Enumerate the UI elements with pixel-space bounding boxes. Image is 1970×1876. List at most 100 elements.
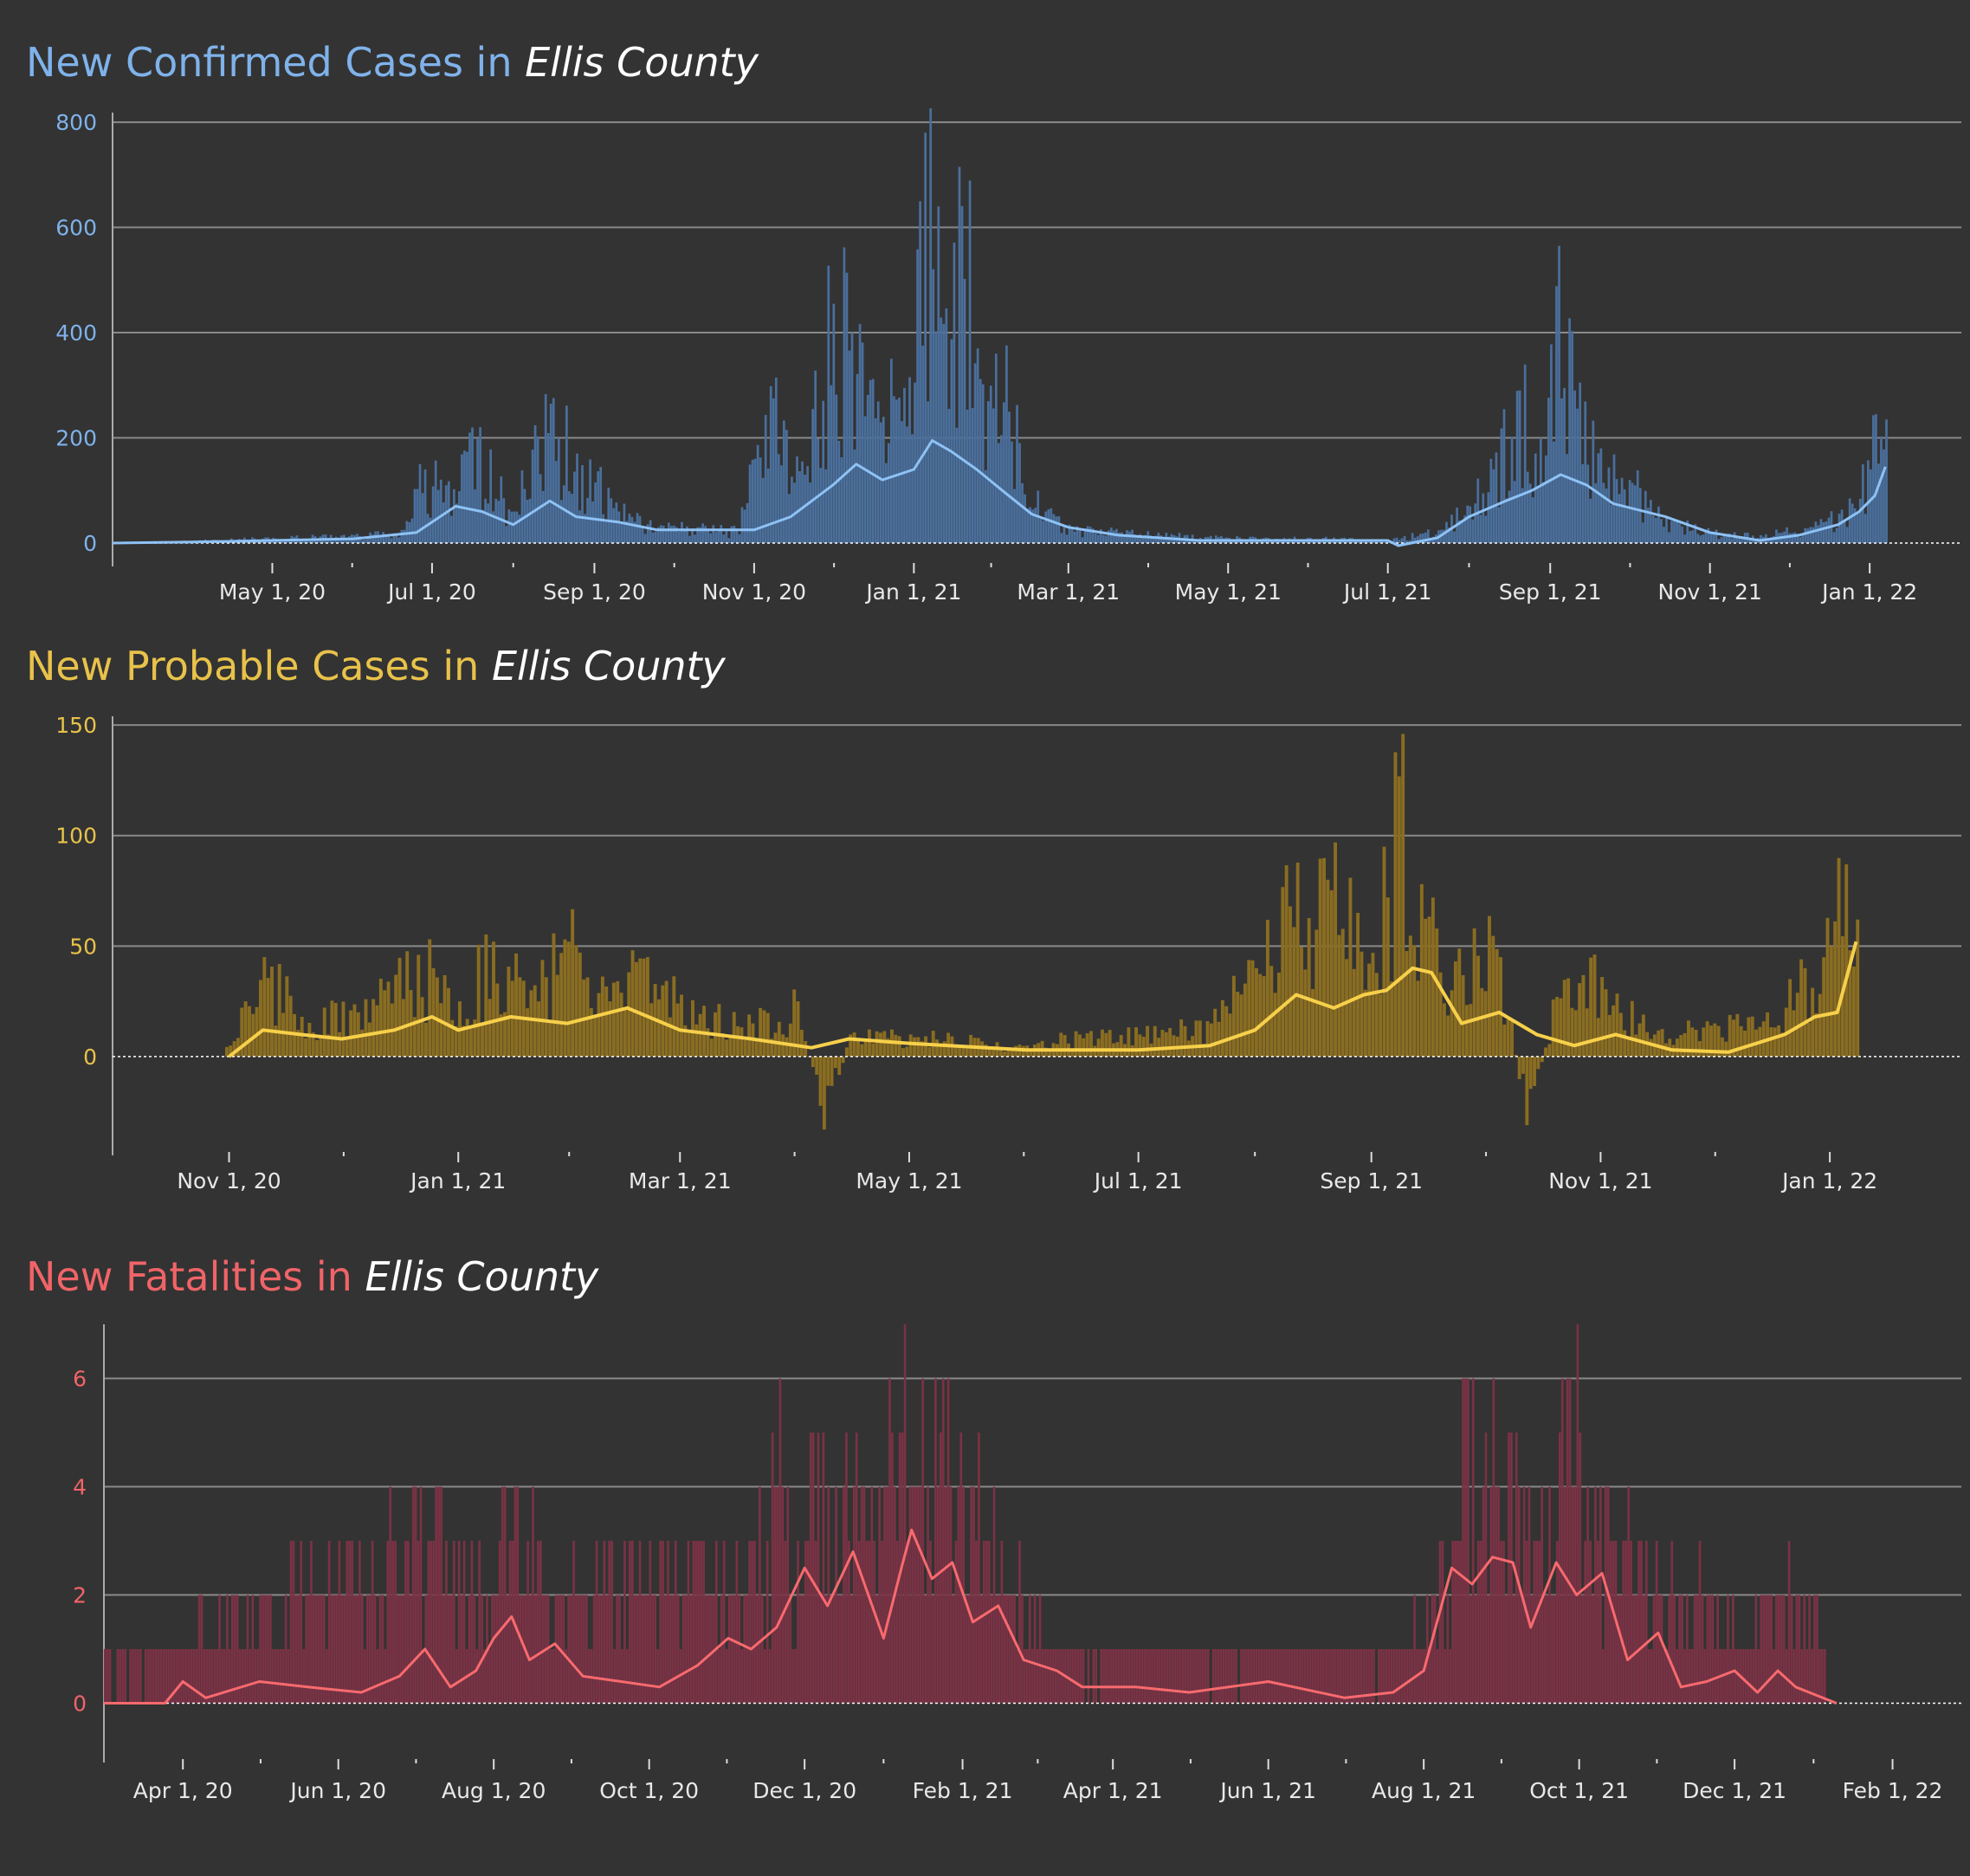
daily-bar <box>1698 1041 1702 1057</box>
daily-bar <box>1803 1595 1806 1704</box>
daily-bar <box>1489 458 1493 543</box>
daily-bar <box>811 1433 815 1704</box>
daily-bar <box>462 1025 466 1057</box>
daily-bar <box>584 514 586 543</box>
daily-bar <box>503 1486 507 1704</box>
daily-bar <box>791 1649 794 1704</box>
daily-bar <box>1875 414 1877 543</box>
daily-bar <box>835 394 838 543</box>
daily-bar <box>149 1649 152 1704</box>
daily-bar <box>1754 1595 1758 1704</box>
daily-bar <box>765 1012 770 1057</box>
daily-bar <box>1400 538 1404 543</box>
daily-bar <box>1625 508 1629 543</box>
daily-bar <box>422 1649 425 1704</box>
daily-bar <box>1074 1031 1078 1057</box>
daily-bar <box>1013 1595 1016 1704</box>
daily-bar <box>1576 1324 1579 1704</box>
daily-bar <box>1491 935 1495 1057</box>
daily-bar <box>332 538 335 543</box>
daily-bar <box>871 378 875 543</box>
daily-bar <box>526 500 529 543</box>
daily-bar <box>315 1595 318 1704</box>
daily-bar <box>330 1000 334 1057</box>
daily-bar <box>886 1486 888 1704</box>
daily-bar <box>1096 534 1100 543</box>
daily-bar <box>1405 540 1409 543</box>
daily-bar <box>1346 540 1348 543</box>
daily-bar <box>269 540 273 543</box>
daily-bar <box>612 508 616 543</box>
daily-bar <box>300 539 304 543</box>
daily-bar <box>1352 1649 1355 1704</box>
daily-bar <box>379 535 383 543</box>
daily-bar <box>643 534 647 543</box>
daily-bar <box>929 108 933 543</box>
daily-bar <box>1495 1486 1498 1704</box>
daily-bar <box>353 1595 356 1704</box>
daily-bar <box>1586 1486 1589 1704</box>
daily-bar <box>1739 1025 1743 1057</box>
daily-bar <box>356 1595 358 1704</box>
daily-bar <box>689 1595 693 1704</box>
daily-bar <box>479 427 481 543</box>
daily-bar <box>882 1031 887 1057</box>
daily-bar <box>1597 1541 1599 1704</box>
daily-bar <box>1528 1486 1531 1704</box>
daily-bar <box>1540 1056 1544 1063</box>
daily-bar <box>474 489 476 543</box>
daily-bar <box>972 1486 975 1704</box>
daily-bar <box>1418 534 1422 543</box>
daily-bar <box>1553 1595 1556 1704</box>
daily-bar <box>740 507 744 543</box>
daily-bar <box>929 1541 932 1704</box>
daily-bar <box>341 1001 346 1057</box>
daily-bar <box>376 1649 379 1704</box>
daily-bar <box>1469 1595 1472 1704</box>
daily-bar <box>1540 1486 1544 1704</box>
daily-bar <box>1543 1595 1546 1704</box>
daily-bar <box>1573 1010 1578 1057</box>
daily-bar <box>322 1007 326 1057</box>
daily-bar <box>740 1649 744 1704</box>
daily-bar <box>1675 1038 1679 1057</box>
daily-bar <box>1624 1541 1628 1704</box>
daily-bar <box>893 396 895 543</box>
daily-bar <box>1505 1595 1508 1704</box>
daily-bar <box>1353 540 1356 543</box>
daily-bar <box>1398 540 1401 543</box>
daily-bar <box>1678 1595 1681 1704</box>
daily-bar <box>1029 507 1031 543</box>
daily-bar <box>1039 518 1043 543</box>
daily-bar <box>1025 1649 1029 1704</box>
daily-bar <box>549 1649 552 1704</box>
daily-bar <box>1344 1649 1347 1704</box>
daily-bar <box>1657 1595 1661 1704</box>
daily-bar <box>578 952 582 1057</box>
daily-bar <box>1024 1649 1026 1704</box>
daily-bar <box>691 528 694 543</box>
daily-bar <box>1798 1595 1801 1704</box>
daily-bar <box>735 1541 739 1704</box>
title-prefix: New Fatalities in <box>26 1253 352 1300</box>
daily-bar <box>288 995 293 1057</box>
daily-bar <box>361 540 364 543</box>
daily-bar <box>1348 877 1353 1057</box>
daily-bar <box>1105 1649 1108 1704</box>
daily-bar <box>132 1649 134 1704</box>
daily-bar <box>1329 889 1334 1057</box>
daily-bar <box>439 479 442 543</box>
daily-bar <box>1262 976 1266 1057</box>
daily-bar <box>814 370 817 543</box>
daily-bar <box>1545 455 1547 543</box>
daily-bar <box>1736 1649 1740 1704</box>
daily-bar <box>1788 533 1791 543</box>
daily-bar <box>1641 522 1644 543</box>
daily-bar <box>1840 509 1844 543</box>
daily-bar <box>555 974 559 1057</box>
daily-bar <box>676 1595 680 1704</box>
daily-bar <box>1081 537 1084 543</box>
daily-bar <box>1295 540 1299 543</box>
daily-bar <box>435 977 439 1057</box>
daily-bar <box>1508 490 1511 543</box>
